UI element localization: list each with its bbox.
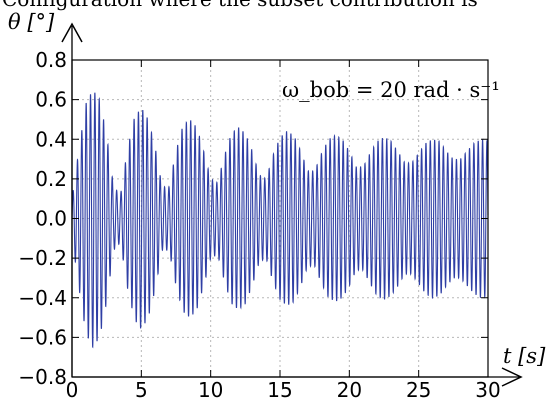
y-tick-label: 0.8 bbox=[35, 48, 67, 72]
x-tick-label: 10 bbox=[198, 378, 223, 401]
x-tick-label: 15 bbox=[267, 378, 292, 401]
y-axis-title: θ [°] bbox=[8, 10, 55, 34]
x-tick-labels: 0 5 10 15 20 25 30 bbox=[66, 378, 501, 401]
y-axis-arrowhead bbox=[61, 22, 83, 43]
x-axis-title: t [s] bbox=[503, 344, 546, 368]
gridlines bbox=[72, 60, 488, 377]
y-tick-label: −0.2 bbox=[18, 246, 67, 270]
x-tick-label: 5 bbox=[135, 378, 148, 401]
y-tick-label: −0.4 bbox=[18, 286, 67, 310]
y-tick-label: 0.0 bbox=[35, 207, 67, 231]
x-tick-label: 20 bbox=[337, 378, 362, 401]
frequency-annotation: ω_bob = 20 rad · s⁻¹ bbox=[282, 78, 500, 102]
y-tick-labels: 0.8 0.6 0.4 0.2 0.0 −0.2 −0.4 −0.6 −0.8 bbox=[18, 48, 67, 389]
plot-frame bbox=[71, 59, 489, 378]
y-tick-label: −0.8 bbox=[18, 365, 67, 389]
caption-fragment: Configuration where the subset contribut… bbox=[2, 0, 478, 11]
x-tick-label: 30 bbox=[475, 378, 500, 401]
series-line bbox=[71, 92, 489, 349]
x-tick-label: 25 bbox=[406, 378, 431, 401]
tick-marks bbox=[71, 59, 489, 378]
y-tick-label: 0.4 bbox=[35, 127, 67, 151]
y-tick-label: −0.6 bbox=[18, 325, 67, 349]
y-tick-label: 0.2 bbox=[35, 167, 67, 191]
x-axis-arrowhead bbox=[501, 367, 523, 387]
y-tick-label: 0.6 bbox=[35, 88, 67, 112]
series-layer bbox=[71, 92, 489, 349]
x-tick-label: 0 bbox=[66, 378, 79, 401]
